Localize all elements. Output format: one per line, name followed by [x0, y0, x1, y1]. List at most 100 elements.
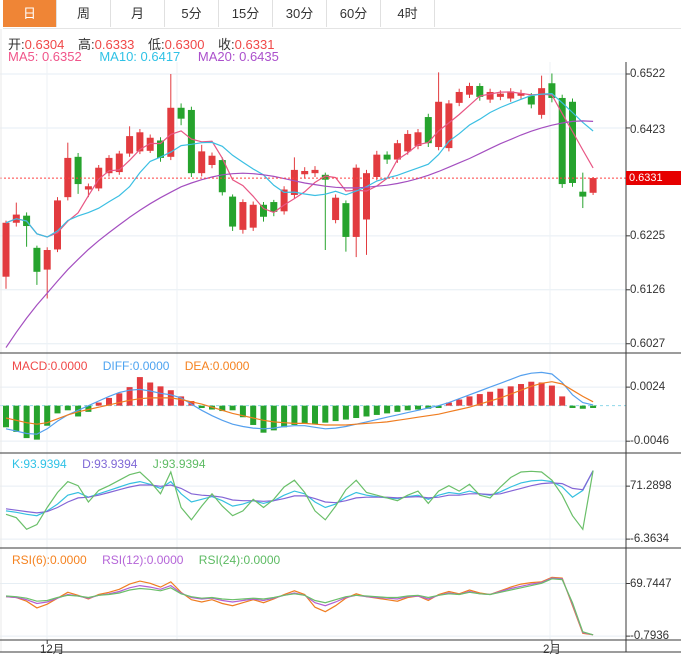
ma-row: MA5: 0.6352 MA10: 0.6417 MA20: 0.6435: [8, 49, 293, 64]
kdj-tick-1: -6.3634: [630, 533, 670, 545]
candle-body: [527, 95, 535, 105]
macd-bar: [270, 405, 277, 431]
dea-value: DEA:0.0000: [184, 359, 250, 373]
candle-body: [43, 250, 51, 270]
tab-6[interactable]: 30分: [273, 0, 327, 27]
ohlc-row: 开:0.6304 高:0.6333 低:0.6300 收:0.6331: [8, 34, 284, 53]
macd-bar: [445, 402, 452, 406]
macd-bar: [291, 405, 298, 425]
tab-4[interactable]: 5分: [165, 0, 219, 27]
candle-body: [404, 133, 412, 152]
macd-bar: [229, 405, 236, 411]
timeframe-tabs: 日周月 5分 15分 30分 60分 4时: [3, 0, 681, 29]
tab-8[interactable]: 4时: [381, 0, 435, 27]
candle-body: [33, 247, 41, 272]
macd-bar: [456, 399, 463, 406]
macd-tick-0: 0.0024: [630, 381, 666, 393]
candle-body: [136, 132, 144, 152]
rsi6-line: [5, 576, 594, 636]
macd-bar: [404, 405, 411, 411]
k-line: [5, 470, 594, 517]
candle-body: [229, 196, 237, 227]
macd-bar: [342, 405, 349, 420]
d-line: [5, 470, 594, 514]
macd-bar: [415, 405, 421, 410]
candle-body: [2, 222, 10, 277]
macd-bar: [322, 405, 329, 423]
candle-body: [54, 200, 61, 250]
candle-body: [290, 169, 298, 195]
ma5-label: MA5: 0.6352: [8, 49, 82, 64]
ma5-line: [5, 91, 594, 238]
tab-3[interactable]: 月: [111, 0, 165, 27]
candle-body: [249, 204, 257, 228]
candle-body: [496, 93, 504, 97]
candle-body: [455, 91, 463, 103]
macd-bar: [136, 377, 143, 406]
macd-bar: [559, 396, 566, 406]
macd-bar: [85, 405, 92, 412]
candle-body: [146, 137, 154, 151]
candle-body: [84, 186, 92, 190]
macd-bar: [188, 401, 195, 406]
candle-body: [445, 103, 453, 149]
candle-body: [363, 173, 370, 220]
candle-body: [157, 140, 164, 158]
macd-bar: [507, 386, 514, 406]
rsi-tick-0: 69.7447: [630, 578, 672, 590]
candle-body: [218, 160, 226, 193]
tab-2[interactable]: 周: [57, 0, 111, 27]
macd-bar: [435, 405, 442, 408]
macd-bar: [95, 402, 102, 406]
tab-5[interactable]: 15分: [219, 0, 273, 27]
macd-bar: [332, 405, 339, 422]
tab-7[interactable]: 60分: [327, 0, 381, 27]
candle-body: [64, 157, 72, 198]
close-label: 收:: [218, 37, 235, 52]
d-value: D:93.9394: [82, 457, 138, 471]
candle-body: [115, 153, 123, 173]
macd-bar: [476, 394, 483, 406]
macd-bar: [569, 405, 576, 408]
candle-body: [177, 107, 185, 119]
diff-line: [5, 371, 594, 435]
candle-body: [435, 101, 443, 148]
candle-body: [311, 169, 319, 174]
close-value: 0.6331: [234, 37, 275, 52]
candle-body: [74, 156, 82, 185]
macd-bar: [64, 405, 71, 411]
rsi-legend: RSI(6):0.0000 RSI(12):0.0000 RSI(24):0.0…: [12, 553, 292, 567]
macd-bar: [198, 405, 205, 408]
macd-bar: [116, 393, 123, 406]
macd-bar: [54, 405, 61, 414]
rsi12-value: RSI(12):0.0000: [102, 553, 184, 567]
j-line: [5, 470, 594, 531]
candle-body: [486, 91, 494, 100]
ma10-line: [5, 92, 594, 238]
candle-body: [280, 189, 288, 212]
ma20-label: MA20: 0.6435: [197, 49, 279, 64]
rsi6-value: RSI(6):0.0000: [12, 553, 87, 567]
candle-body: [548, 83, 556, 98]
macd-bar: [497, 388, 504, 406]
macd-bar: [373, 405, 380, 415]
price-tick-3: 0.6126: [630, 284, 666, 296]
macd-bar: [157, 386, 164, 406]
low-label: 低:: [148, 37, 165, 52]
k-value: K:93.9394: [12, 457, 67, 471]
candle-body: [476, 85, 484, 97]
candle-body: [393, 143, 401, 160]
rsi24-line: [5, 578, 594, 636]
dea-line: [5, 381, 594, 426]
tab-1[interactable]: 日: [3, 0, 57, 27]
last-price-tag: 0.6331: [626, 171, 681, 185]
macd-bar: [425, 405, 432, 409]
candle-body: [208, 155, 216, 165]
rsi-tick-1: -0.7936: [630, 630, 670, 642]
macd-value: MACD:0.0000: [12, 359, 88, 373]
candle-body: [342, 203, 350, 237]
candle-body: [321, 174, 329, 180]
candle-body: [260, 204, 267, 217]
